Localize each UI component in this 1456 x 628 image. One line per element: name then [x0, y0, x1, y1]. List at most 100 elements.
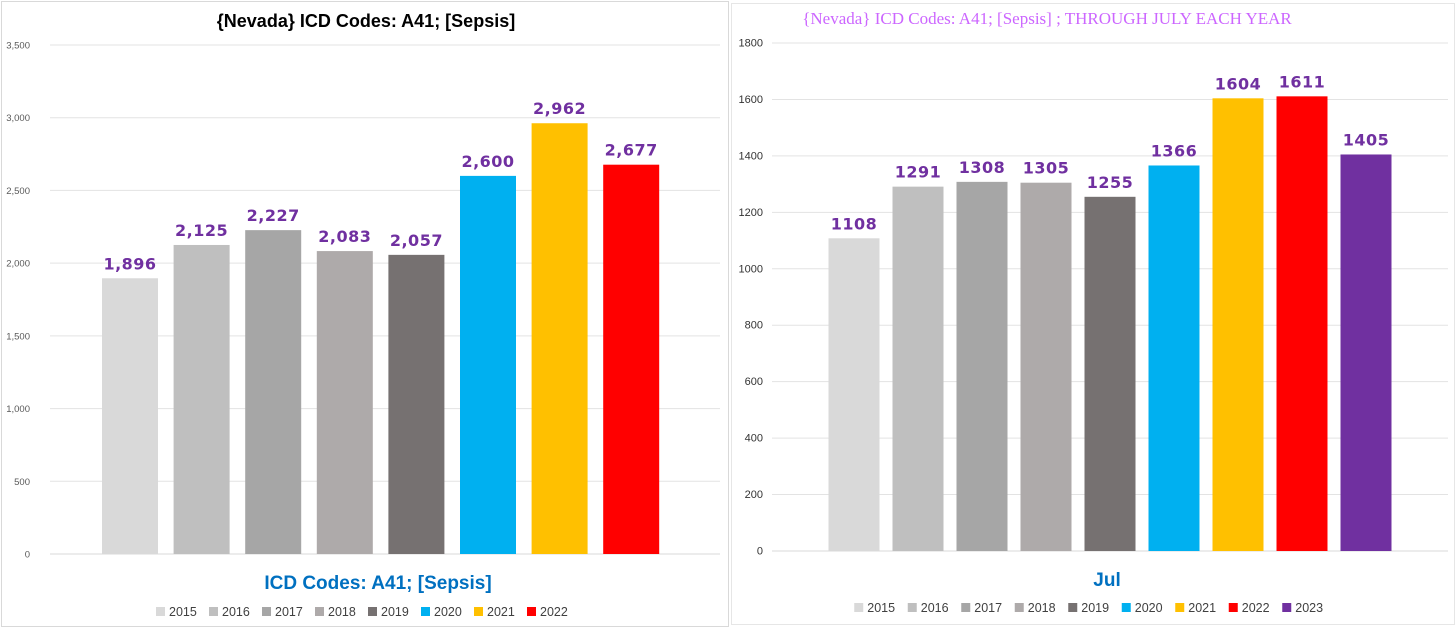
- legend-item-2020: 2020: [1121, 601, 1163, 615]
- legend-swatch: [1228, 603, 1238, 612]
- x-axis-title: Jul: [1093, 570, 1120, 591]
- bar-2018: [1020, 182, 1072, 551]
- chart-left: {Nevada} ICD Codes: A41; [Sepsis] 0 500 1,…: [6, 11, 720, 619]
- y-tick-label: 1400: [739, 150, 763, 162]
- y-tick-label: 2,000: [6, 259, 30, 270]
- legend-label: 2022: [540, 605, 568, 619]
- data-label-2016: 1291: [895, 163, 942, 182]
- legend-swatch: [1068, 603, 1078, 612]
- legend-swatch: [1014, 603, 1024, 612]
- legend-item-2021: 2021: [1175, 601, 1216, 615]
- legend-label: 2019: [1081, 601, 1109, 615]
- data-label-2020: 2,600: [461, 152, 514, 171]
- bars: [828, 96, 1392, 552]
- x-axis-title: ICD Codes: A41; [Sepsis]: [264, 573, 491, 594]
- legend-item-2018: 2018: [1014, 601, 1056, 615]
- legend-item-2015: 2015: [854, 601, 895, 615]
- y-tick-label: 1000: [739, 263, 763, 275]
- legend-item-2019: 2019: [1068, 601, 1109, 615]
- legend-label: 2021: [487, 605, 515, 619]
- legend-label: 2019: [381, 605, 409, 619]
- y-tick-label: 0: [757, 546, 763, 558]
- chart-title: {Nevada} ICD Codes: A41; [Sepsis]: [217, 11, 515, 31]
- legend-swatch: [961, 603, 971, 612]
- legend-label: 2017: [275, 605, 303, 619]
- bar-2016: [173, 244, 230, 554]
- legend-label: 2021: [1188, 601, 1216, 615]
- bar-2022: [1276, 96, 1328, 551]
- legend-swatch: [315, 607, 324, 616]
- legend-item-2016: 2016: [907, 601, 949, 615]
- data-labels: 1108 1291 1308 1305 1255 1366 1604 1611 1405: [831, 72, 1390, 233]
- legend-item-2022: 2022: [527, 605, 568, 619]
- data-label-2020: 1366: [1151, 141, 1198, 160]
- bar-2019: [388, 254, 445, 554]
- legend-swatch: [262, 607, 271, 616]
- legend-label: 2023: [1295, 601, 1323, 615]
- legend-swatch: [209, 607, 218, 616]
- data-label-2017: 2,227: [247, 206, 300, 225]
- bar-2018: [316, 251, 373, 555]
- legend-swatch: [474, 607, 483, 616]
- y-tick-label: 1200: [739, 207, 763, 219]
- legend-item-2019: 2019: [368, 605, 409, 619]
- bar-2015: [828, 238, 880, 551]
- legend: 2015 2016 2017 2018 2019 2020 2021 2022: [156, 605, 568, 619]
- bar-2015: [102, 278, 158, 554]
- data-label-2015: 1108: [831, 214, 878, 233]
- chart-title: {Nevada} ICD Codes: A41; [Sepsis] ; THRO…: [802, 9, 1292, 28]
- legend-label: 2022: [1242, 601, 1270, 615]
- y-tick-label: 0: [25, 550, 30, 561]
- bar-2022: [603, 164, 660, 554]
- data-label-2016: 2,125: [175, 221, 228, 240]
- bar-2023: [1340, 154, 1392, 551]
- bar-2016: [892, 186, 944, 551]
- bar-2021: [531, 123, 588, 554]
- legend-label: 2017: [974, 601, 1002, 615]
- legend-item-2017: 2017: [262, 605, 303, 619]
- legend-item-2020: 2020: [421, 605, 462, 619]
- y-tick-label: 200: [745, 489, 763, 501]
- data-label-2021: 2,962: [533, 99, 586, 118]
- legend: 2015 2016 2017 2018 2019 2020 2021 2022 2023: [854, 601, 1323, 615]
- legend-item-2015: 2015: [156, 605, 197, 619]
- data-label-2019: 2,057: [390, 231, 443, 250]
- bar-2017: [245, 230, 302, 555]
- chart-panel-left: {Nevada} ICD Codes: A41; [Sepsis] 0 500 1,…: [1, 1, 729, 627]
- y-tick-label: 1800: [739, 38, 763, 50]
- data-label-2018: 2,083: [318, 227, 371, 246]
- legend-label: 2018: [1028, 601, 1056, 615]
- y-axis-ticks: 0 500 1,000 1,500 2,000 2,500 3,000 3,500: [6, 41, 30, 561]
- y-tick-label: 2,500: [6, 186, 30, 197]
- legend-item-2023: 2023: [1282, 601, 1323, 615]
- legend-swatch: [527, 607, 536, 616]
- legend-item-2021: 2021: [474, 605, 515, 619]
- legend-swatch: [1121, 603, 1131, 612]
- bar-2020: [460, 175, 516, 554]
- y-tick-label: 800: [745, 320, 763, 332]
- y-tick-label: 400: [745, 433, 763, 445]
- legend-swatch: [854, 603, 864, 612]
- y-tick-label: 1,500: [6, 331, 30, 342]
- data-label-2023: 1405: [1343, 130, 1390, 149]
- data-label-2019: 1255: [1087, 173, 1134, 192]
- bar-2019: [1084, 196, 1136, 552]
- legend-item-2018: 2018: [315, 605, 356, 619]
- bar-2021: [1212, 98, 1264, 551]
- chart-right: {Nevada} ICD Codes: A41; [Sepsis] ; THRO…: [739, 9, 1448, 615]
- legend-swatch: [1282, 603, 1292, 612]
- legend-label: 2016: [921, 601, 949, 615]
- gridlines: [50, 44, 720, 482]
- legend-item-2022: 2022: [1228, 601, 1270, 615]
- data-label-2022: 1611: [1279, 72, 1326, 91]
- legend-swatch: [156, 607, 165, 616]
- legend-label: 2016: [222, 605, 250, 619]
- y-tick-label: 3,500: [6, 41, 30, 52]
- y-tick-label: 3,000: [6, 113, 30, 124]
- y-tick-label: 600: [745, 376, 763, 388]
- legend-label: 2020: [434, 605, 462, 619]
- bar-2020: [1148, 165, 1200, 552]
- legend-swatch: [907, 603, 917, 612]
- y-tick-label: 1600: [739, 94, 763, 106]
- legend-label: 2018: [328, 605, 356, 619]
